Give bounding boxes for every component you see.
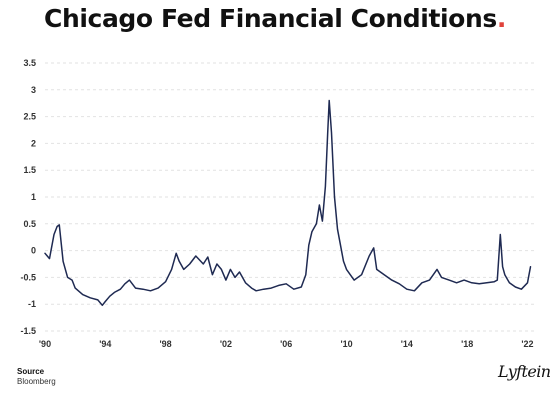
y-tick-label: 1	[31, 192, 36, 202]
x-tick-label: '18	[461, 339, 473, 349]
x-axis-ticks: '90 '94 '98 '02 '06 '10 '14 '18 '22	[39, 339, 534, 349]
y-axis-ticks: 3.5 3 2.5 2 1.5 1 0.5 0 -0.5 -1 -1.5	[20, 58, 36, 336]
y-tick-label: -1.5	[20, 326, 36, 336]
x-tick-label: '94	[99, 339, 111, 349]
x-tick-label: '90	[39, 339, 51, 349]
source-name: Bloomberg	[17, 377, 56, 386]
y-tick-label: 3	[31, 85, 36, 95]
y-tick-label: 1.5	[23, 165, 36, 175]
x-tick-label: '02	[220, 339, 232, 349]
x-tick-label: '10	[340, 339, 352, 349]
source-note: Source Bloomberg	[17, 367, 56, 386]
chart-title-text: Chicago Fed Financial Conditions	[44, 4, 497, 33]
y-tick-label: -1	[28, 299, 36, 309]
x-tick-label: '22	[521, 339, 533, 349]
y-tick-label: -0.5	[20, 272, 36, 282]
title-accent-dot: .	[496, 4, 507, 33]
x-tick-label: '98	[160, 339, 172, 349]
grid-lines	[45, 62, 535, 332]
series-group	[44, 99, 532, 307]
series-line	[44, 99, 532, 307]
x-tick-label: '14	[401, 339, 413, 349]
brand-logo: Lyftein	[498, 362, 550, 381]
x-tick-label: '06	[280, 339, 292, 349]
y-tick-label: 2.5	[23, 112, 36, 122]
source-label: Source	[17, 367, 45, 376]
y-tick-label: 2	[31, 138, 36, 148]
y-tick-label: 0.5	[23, 219, 36, 229]
y-tick-label: 0	[31, 246, 36, 256]
brand-logo-text: Lyftein	[498, 362, 550, 381]
chart-title: Chicago Fed Financial Conditions.	[0, 4, 550, 33]
y-tick-label: 3.5	[23, 58, 36, 68]
